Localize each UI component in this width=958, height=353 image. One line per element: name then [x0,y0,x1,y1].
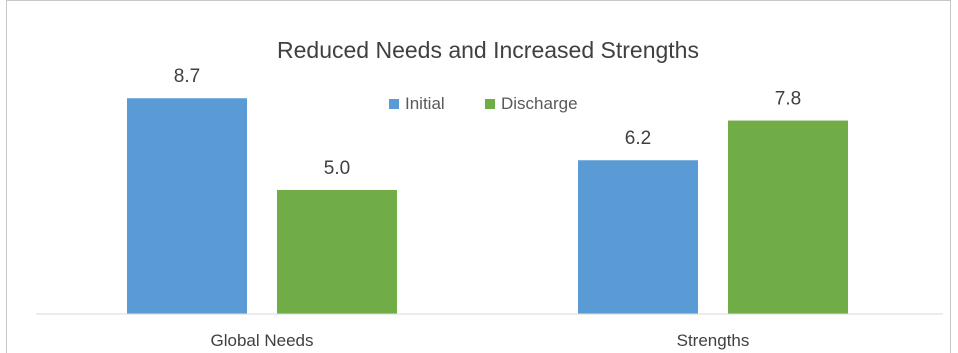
bars-group [127,98,848,315]
bar-initial-global-needs [127,98,247,315]
legend: Initial Discharge [389,94,578,113]
data-label-discharge-strengths: 7.8 [775,89,801,110]
frame-border-right [950,0,951,353]
category-labels-group: Global Needs Strengths [210,331,749,350]
category-label-global-needs: Global Needs [210,331,313,350]
data-label-discharge-global-needs: 5.0 [324,158,350,179]
legend-label-discharge: Discharge [501,94,578,113]
category-label-strengths: Strengths [677,331,750,350]
chart-title: Reduced Needs and Increased Strengths [277,37,699,63]
data-label-initial-strengths: 6.2 [625,128,651,149]
frame-border-top [6,0,951,1]
legend-swatch-initial [389,99,399,109]
legend-label-initial: Initial [405,94,445,113]
bar-initial-strengths [578,160,698,314]
legend-swatch-discharge [485,99,495,109]
data-labels-group: 8.7 5.0 6.2 7.8 [174,66,801,179]
frame-border-left [6,0,7,353]
bar-discharge-strengths [728,120,848,314]
bar-discharge-global-needs [277,190,397,314]
data-label-initial-global-needs: 8.7 [174,66,200,87]
